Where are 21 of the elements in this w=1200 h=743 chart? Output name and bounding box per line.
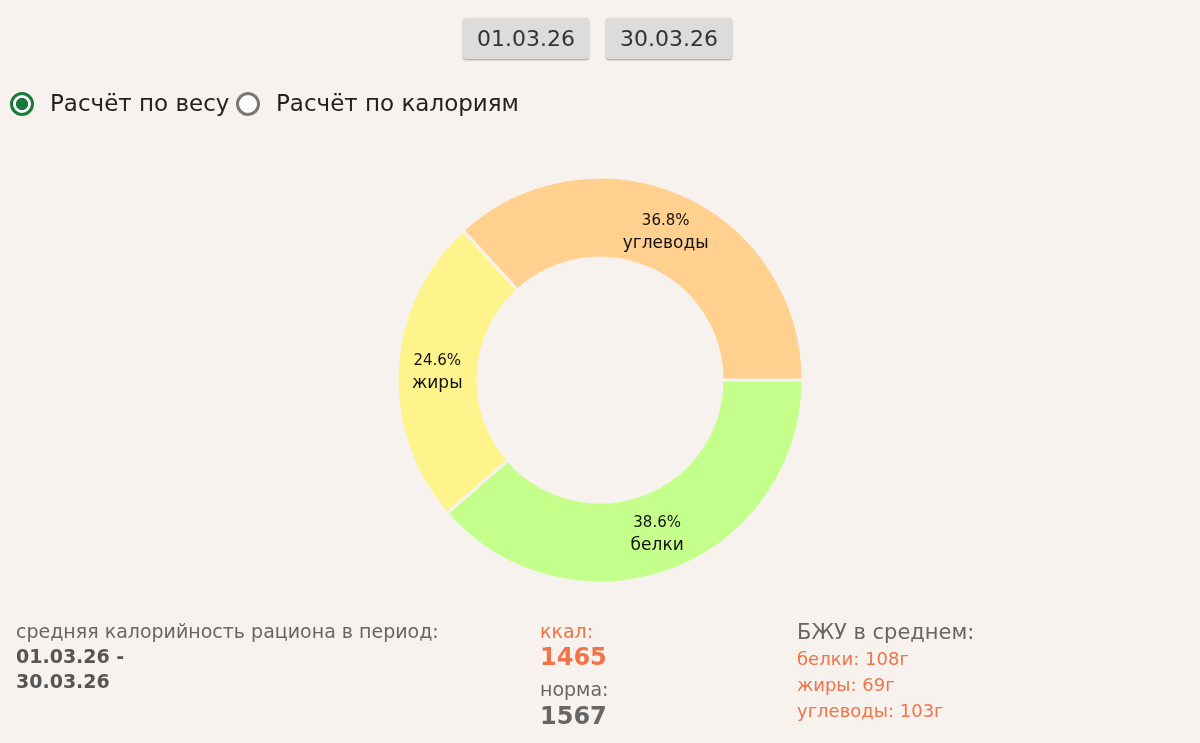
data-label: 24.6% [413,350,462,369]
text: углеводы: 103г [797,700,944,721]
text: БЖУ в среднем: [797,620,975,644]
text: белки: 108г [797,648,909,669]
text: 1465 [540,643,607,671]
text: 01.03.26 - [16,645,125,667]
text: Расчёт по калориям [276,90,519,116]
text: Расчёт по весу [50,90,230,116]
slice-label: углеводы [622,231,709,252]
text: жиры: 69г [797,674,895,695]
data-label: 36.8% [641,210,690,229]
text: 1567 [540,702,607,730]
text: 30.03.26 [606,18,732,59]
text: 30.03.26 [16,670,110,692]
text: средняя калорийность рациона в период: [16,620,439,642]
text: норма: [540,678,609,700]
text: 01.03.26 [463,18,589,59]
slice-label: белки [630,533,684,554]
data-label: 38.6% [633,512,681,531]
text: ккал: [540,620,594,642]
slice-label: жиры [411,371,463,392]
